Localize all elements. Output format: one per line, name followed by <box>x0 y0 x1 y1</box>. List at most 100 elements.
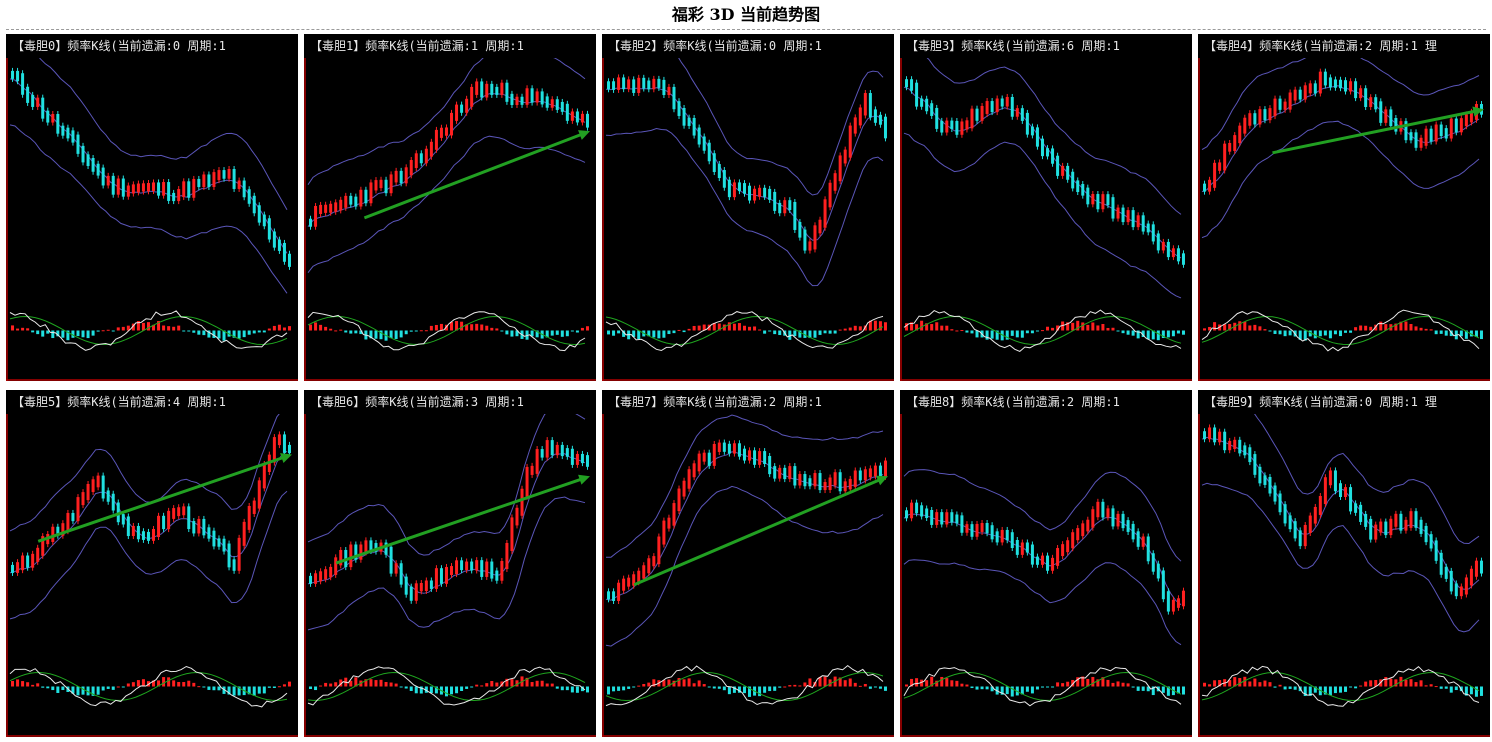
oscillator-bar <box>560 686 564 691</box>
oscillator-bar <box>409 686 413 691</box>
oscillator-bar <box>990 330 994 339</box>
oscillator-bar <box>1025 330 1029 334</box>
candle-body <box>1151 553 1155 572</box>
candle-body <box>1273 98 1277 117</box>
oscillator-bar <box>1106 679 1110 687</box>
candle-body <box>287 444 291 454</box>
candle-body <box>262 214 266 227</box>
candle-body <box>334 557 338 575</box>
oscillator-bar <box>1243 321 1247 331</box>
candle-body <box>585 455 589 467</box>
candle-body <box>1389 109 1393 126</box>
candle-body <box>101 167 105 186</box>
candle-body <box>207 174 211 187</box>
oscillator-bar <box>1181 330 1185 335</box>
oscillator-bar <box>409 330 413 332</box>
candle-body <box>622 77 626 90</box>
candle-body <box>444 127 448 136</box>
candle-body <box>106 175 110 186</box>
oscillator-bar <box>222 686 226 694</box>
oscillator-bar <box>915 678 919 687</box>
candle-body <box>915 82 919 107</box>
candle-body <box>277 239 281 251</box>
candle-body <box>788 466 792 480</box>
candle-body <box>1394 117 1398 132</box>
candle-body <box>1404 519 1408 531</box>
candle-body <box>81 145 85 163</box>
chart-canvas <box>602 414 894 737</box>
oscillator-bar <box>1444 686 1448 689</box>
candle-body <box>1181 253 1185 265</box>
oscillator-bar <box>61 686 65 691</box>
oscillator-bar <box>1030 330 1034 334</box>
candle-body <box>1414 511 1418 528</box>
candle-body <box>545 96 549 108</box>
candle-body <box>1469 568 1473 586</box>
candle-body <box>282 242 286 262</box>
oscillator-bar <box>940 325 944 331</box>
candle-body <box>925 508 929 519</box>
oscillator-bar <box>434 686 438 694</box>
candle-body <box>607 591 611 600</box>
oscillator-bar <box>535 330 539 338</box>
oscillator-bar <box>16 679 20 687</box>
oscillator-bar <box>277 324 281 331</box>
candle-body <box>672 86 676 110</box>
oscillator-bar <box>682 330 686 333</box>
oscillator-bar <box>1040 330 1044 332</box>
oscillator-bar <box>46 686 50 689</box>
candle-body <box>162 182 166 196</box>
candle-body <box>763 187 767 197</box>
candle-body <box>1010 96 1014 117</box>
candle-body <box>86 154 90 167</box>
candle-body <box>374 180 378 191</box>
oscillator-bar <box>803 682 807 687</box>
candle-body <box>853 470 857 487</box>
oscillator-bar <box>131 323 135 331</box>
candle-body <box>1479 560 1483 574</box>
oscillator-bar <box>940 676 944 687</box>
candle-body <box>1126 520 1130 532</box>
oscillator-bar <box>490 327 494 331</box>
candle-body <box>26 555 30 568</box>
oscillator-bar <box>828 330 832 334</box>
candle-body <box>1318 496 1322 515</box>
candle-body <box>637 77 641 93</box>
candle-body <box>753 188 757 201</box>
oscillator-bar <box>647 682 651 687</box>
oscillator-bar <box>172 326 176 331</box>
candle-body <box>712 153 716 173</box>
candle-body <box>1056 155 1060 176</box>
oscillator-bar <box>1308 330 1312 337</box>
candle-body <box>662 79 666 96</box>
oscillator-bar <box>1268 682 1272 687</box>
candle-body <box>51 526 55 542</box>
oscillator-bar <box>848 327 852 331</box>
oscillator-bar <box>26 682 30 687</box>
oscillator-bar <box>1203 328 1207 331</box>
candle-body <box>409 160 413 176</box>
oscillator-bar <box>925 323 929 331</box>
candle-body <box>878 465 882 477</box>
oscillator-bar <box>1121 682 1125 687</box>
candle-body <box>404 167 408 184</box>
oscillator-bar <box>1066 681 1070 687</box>
candle-body <box>1213 427 1217 443</box>
oscillator-bar <box>465 324 469 331</box>
oscillator-bar <box>121 686 125 688</box>
candle-body <box>753 450 757 465</box>
candle-body <box>31 94 35 107</box>
bollinger-middle-line <box>903 86 1182 259</box>
candle-body <box>1429 534 1433 549</box>
candle-body <box>1136 531 1140 547</box>
oscillator-bar <box>495 682 499 687</box>
candle-body <box>525 88 529 105</box>
candle-body <box>106 490 110 502</box>
oscillator-bar <box>667 679 671 687</box>
oscillator-bar <box>1176 330 1180 334</box>
oscillator-bar <box>31 330 35 333</box>
candle-body <box>152 528 156 541</box>
oscillator-bar <box>242 330 246 338</box>
oscillator-slow-line <box>605 671 884 702</box>
candle-body <box>202 174 206 188</box>
